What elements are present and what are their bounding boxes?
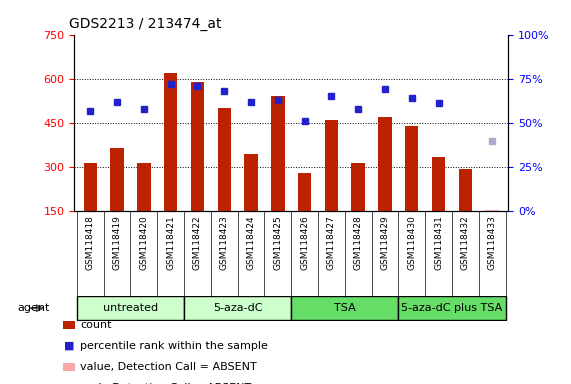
Text: untreated: untreated: [103, 303, 158, 313]
Bar: [325, 120, 338, 211]
Text: agent: agent: [17, 303, 50, 313]
Bar: [378, 117, 392, 211]
Bar: [164, 73, 178, 211]
Text: GSM118431: GSM118431: [434, 215, 443, 270]
Bar: [459, 169, 472, 211]
Text: GSM118424: GSM118424: [247, 215, 256, 270]
Text: ■: ■: [64, 383, 74, 384]
Text: ■: ■: [64, 341, 74, 351]
Text: GSM118432: GSM118432: [461, 215, 470, 270]
Text: GSM118433: GSM118433: [488, 215, 497, 270]
Text: GSM118428: GSM118428: [353, 215, 363, 270]
Text: GSM118427: GSM118427: [327, 215, 336, 270]
Text: GSM118429: GSM118429: [380, 215, 389, 270]
Bar: [110, 148, 124, 211]
Text: GDS2213 / 213474_at: GDS2213 / 213474_at: [69, 17, 221, 31]
Bar: [352, 163, 365, 211]
Text: GSM118418: GSM118418: [86, 215, 95, 270]
Bar: [432, 157, 445, 211]
Bar: [485, 210, 499, 211]
Text: GSM118423: GSM118423: [220, 215, 229, 270]
Bar: [137, 163, 151, 211]
Bar: [399, 296, 505, 320]
Text: GSM118419: GSM118419: [112, 215, 122, 270]
Text: GSM118421: GSM118421: [166, 215, 175, 270]
Bar: [218, 108, 231, 211]
Bar: [405, 126, 419, 211]
Text: TSA: TSA: [334, 303, 356, 313]
Bar: [184, 296, 291, 320]
Bar: [191, 82, 204, 211]
Bar: [244, 154, 258, 211]
Bar: [291, 296, 399, 320]
Text: GSM118420: GSM118420: [139, 215, 148, 270]
Text: percentile rank within the sample: percentile rank within the sample: [80, 341, 268, 351]
Text: 5-aza-dC plus TSA: 5-aza-dC plus TSA: [401, 303, 502, 313]
Bar: [77, 296, 184, 320]
Text: GSM118426: GSM118426: [300, 215, 309, 270]
Text: count: count: [80, 320, 111, 330]
Text: rank, Detection Call = ABSENT: rank, Detection Call = ABSENT: [80, 383, 251, 384]
Text: 5-aza-dC: 5-aza-dC: [213, 303, 263, 313]
Bar: [83, 163, 97, 211]
Text: GSM118430: GSM118430: [407, 215, 416, 270]
Text: value, Detection Call = ABSENT: value, Detection Call = ABSENT: [80, 362, 257, 372]
Text: GSM118422: GSM118422: [193, 215, 202, 270]
Text: GSM118425: GSM118425: [274, 215, 282, 270]
Bar: [298, 173, 311, 211]
Bar: [271, 96, 284, 211]
